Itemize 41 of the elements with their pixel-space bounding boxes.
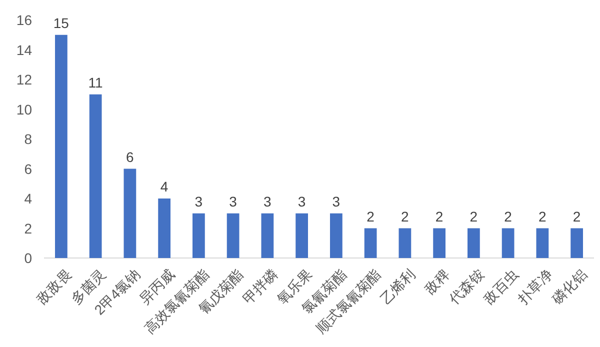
bar <box>433 228 446 258</box>
y-tick-label: 6 <box>24 160 32 177</box>
y-tick-label: 12 <box>16 72 32 88</box>
bar <box>55 34 68 258</box>
data-label: 3 <box>229 193 238 210</box>
data-label: 3 <box>298 193 306 210</box>
y-tick-label: 4 <box>24 190 32 206</box>
bar <box>330 213 342 258</box>
data-label: 3 <box>332 193 340 210</box>
data-label: 2 <box>504 208 512 224</box>
bar <box>502 228 514 258</box>
y-tick-label: 0 <box>24 250 32 266</box>
bar <box>536 228 549 258</box>
bar <box>89 94 102 258</box>
y-tick-label: 8 <box>24 131 32 147</box>
bar <box>158 198 170 258</box>
y-tick-label: 16 <box>16 12 32 28</box>
data-label: 2 <box>401 208 410 224</box>
data-label: 11 <box>88 74 104 90</box>
bar <box>398 228 412 258</box>
data-label: 3 <box>264 193 272 210</box>
data-label: 6 <box>126 148 134 165</box>
bar <box>124 168 136 258</box>
bar <box>226 213 240 258</box>
data-label: 15 <box>53 14 70 31</box>
bar <box>261 213 274 258</box>
y-tick-label: 10 <box>16 101 32 118</box>
bar <box>468 228 480 258</box>
data-label: 2 <box>366 208 375 224</box>
data-label: 2 <box>538 208 547 224</box>
y-tick-label: 2 <box>24 220 32 236</box>
data-label: 2 <box>572 208 581 224</box>
bar <box>570 228 583 258</box>
bar <box>192 213 205 258</box>
data-label: 3 <box>194 193 203 210</box>
data-label: 4 <box>160 178 168 194</box>
bar <box>296 213 308 258</box>
y-tick-label: 14 <box>16 42 32 58</box>
data-label: 2 <box>435 208 444 224</box>
data-label: 2 <box>470 208 478 224</box>
bar <box>364 228 377 258</box>
